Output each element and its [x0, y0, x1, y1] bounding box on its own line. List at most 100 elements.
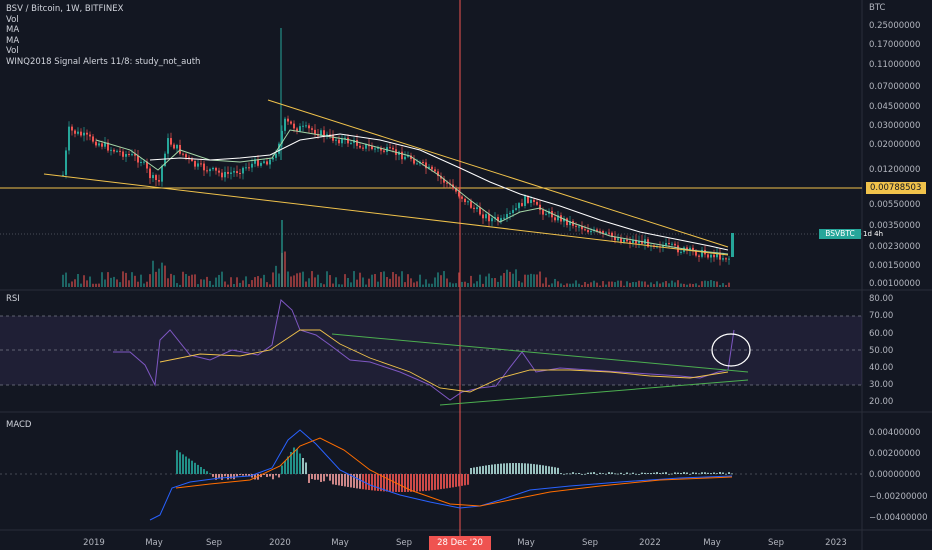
time-tick: 2019 — [83, 538, 105, 548]
macd-histogram-bar — [278, 474, 280, 478]
volume-bar — [287, 271, 289, 287]
volume-bar — [512, 273, 514, 287]
candle-body — [365, 144, 367, 149]
indicator-ma-2[interactable]: MA — [6, 35, 20, 46]
macd-histogram-bar — [392, 474, 394, 492]
rsi-tick: 70.00 — [869, 311, 894, 321]
volume-bar — [635, 282, 637, 287]
candle-body — [356, 140, 358, 146]
candle-body — [551, 211, 553, 218]
candle-body — [110, 149, 112, 151]
candle-body — [701, 249, 703, 257]
time-tick: May — [331, 538, 349, 548]
candle-body — [89, 134, 91, 137]
macd-histogram-bar — [677, 472, 679, 474]
candle-body — [437, 171, 439, 177]
macd-histogram-bar — [704, 472, 706, 474]
indicator-ma-1[interactable]: MA — [6, 25, 20, 36]
candle-body — [191, 158, 193, 162]
volume-bar — [74, 279, 76, 287]
volume-bar — [557, 281, 559, 287]
volume-bar — [83, 275, 85, 287]
candle-body — [224, 171, 226, 178]
volume-bar — [140, 274, 142, 287]
volume-bar — [689, 283, 691, 287]
macd-histogram-bar — [584, 473, 586, 475]
macd-histogram-bar — [590, 472, 592, 474]
price-tick: 0.17000000 — [869, 40, 921, 50]
macd-histogram-bar — [293, 447, 295, 474]
candle-body — [464, 198, 466, 203]
candle-body — [515, 208, 517, 210]
volume-bar — [692, 283, 694, 287]
candle-body — [362, 147, 364, 149]
macd-histogram-bar — [176, 450, 178, 474]
candle-body — [323, 130, 325, 137]
volume-bar — [713, 281, 715, 287]
macd-histogram-bar — [479, 466, 481, 474]
macd-pane-title[interactable]: MACD — [6, 420, 32, 430]
candle-body — [239, 173, 241, 175]
volume-bar — [131, 272, 133, 287]
candle-body — [203, 163, 205, 171]
indicator-volume-2[interactable]: Vol — [6, 46, 19, 57]
time-tick: May — [517, 538, 535, 548]
macd-histogram-bar — [200, 467, 202, 474]
candle-body — [725, 258, 727, 260]
macd-histogram-bar — [647, 473, 649, 474]
macd-histogram-bar — [674, 472, 676, 474]
candle-body — [461, 196, 463, 199]
candle-body — [125, 154, 127, 157]
candle-body — [707, 254, 709, 258]
candle-body — [245, 167, 247, 169]
volume-bar — [65, 272, 67, 287]
candle-body — [617, 238, 619, 241]
volume-bar — [68, 283, 70, 287]
rsi-pane-title[interactable]: RSI — [6, 294, 20, 304]
macd-tick: −0.00200000 — [869, 492, 928, 502]
volume-bar — [272, 272, 274, 287]
candle-body — [686, 247, 688, 251]
indicator-volume[interactable]: Vol — [6, 14, 19, 25]
volume-bar — [470, 275, 472, 287]
macd-histogram-bar — [425, 474, 427, 491]
rsi-band — [0, 316, 862, 385]
volume-bar — [98, 283, 100, 287]
macd-histogram-bar — [206, 471, 208, 474]
candle-body — [164, 153, 166, 167]
horizontal-level-price[interactable]: 0.00788503 — [866, 182, 926, 194]
volume-bar — [221, 271, 223, 287]
ma-slow-line — [149, 133, 729, 251]
candle-body — [119, 150, 121, 152]
candle-body — [242, 167, 244, 174]
volume-bar — [137, 281, 139, 287]
candle-body — [503, 217, 505, 219]
volume-bar — [431, 283, 433, 287]
volume-bar — [527, 274, 529, 287]
symbol-title[interactable]: BSV / Bitcoin, 1W, BITFINEX — [6, 4, 124, 14]
volume-bar — [317, 274, 319, 287]
time-tick: May — [145, 538, 163, 548]
macd-histogram-bar — [665, 472, 667, 474]
candle-body — [530, 199, 532, 203]
volume-bar — [419, 274, 421, 287]
volume-bar — [374, 274, 376, 287]
candle-body — [662, 245, 664, 248]
volume-bar — [455, 283, 457, 287]
volume-bar — [320, 283, 322, 287]
macd-histogram-bar — [398, 474, 400, 492]
candle-body — [272, 157, 274, 160]
price-tick: 0.03000000 — [869, 121, 921, 131]
macd-histogram-bar — [470, 468, 472, 474]
candle-body — [476, 207, 478, 209]
candle-body — [644, 239, 646, 244]
indicator-signal-alerts[interactable]: WINQ2018 Signal Alerts 11/8: study_not_a… — [6, 56, 201, 67]
volume-bar — [185, 273, 187, 287]
candle-body — [527, 196, 529, 203]
macd-histogram-bar — [608, 472, 610, 474]
candle-body — [614, 236, 616, 241]
candle-body — [722, 258, 724, 260]
candle-body — [146, 161, 148, 169]
macd-histogram-bar — [695, 472, 697, 474]
